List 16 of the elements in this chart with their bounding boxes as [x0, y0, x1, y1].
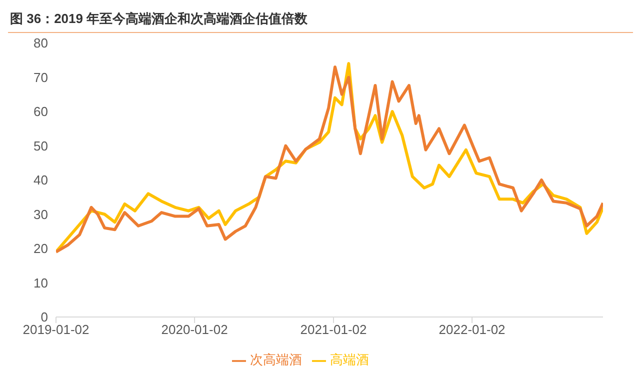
y-tick-label: 0 [40, 310, 48, 325]
y-tick-label: 70 [34, 70, 48, 85]
y-tick-label: 30 [34, 206, 48, 222]
x-tick-label: 2020-01-02 [161, 322, 228, 338]
y-tick-label: 80 [34, 36, 48, 51]
legend-label: 次高端酒 [250, 352, 302, 367]
y-tick-label: 20 [34, 241, 48, 256]
legend-label: 高端酒 [330, 352, 369, 367]
y-tick-label: 50 [34, 138, 48, 154]
x-tick-label: 2019-01-02 [22, 322, 90, 338]
y-tick-label: 10 [34, 275, 48, 290]
chart-title: 图 36：2019 年至今高端酒企和次高端酒企估值倍数 [8, 8, 633, 33]
y-tick-label: 40 [34, 172, 48, 188]
x-tick-label: 2022-01-02 [438, 322, 506, 338]
y-tick-label: 60 [34, 104, 48, 120]
x-tick-label: 2021-01-02 [300, 322, 367, 338]
